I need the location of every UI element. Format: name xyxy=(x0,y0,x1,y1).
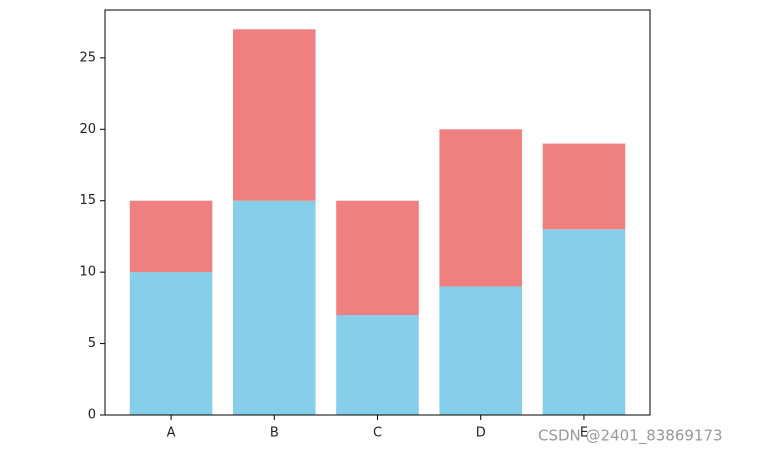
bar-segment xyxy=(232,200,316,415)
bar-segment xyxy=(439,286,523,415)
bar-segment xyxy=(129,200,213,273)
watermark: CSDN @2401_83869173 xyxy=(538,427,723,446)
bar-segment xyxy=(232,29,316,201)
y-tick-label: 5 xyxy=(88,336,96,351)
y-tick-label: 20 xyxy=(79,122,96,137)
bar-segment xyxy=(336,200,419,315)
y-tick-label: 10 xyxy=(79,265,96,280)
x-tick-label: A xyxy=(167,426,176,441)
x-tick-label: D xyxy=(476,426,486,441)
y-tick-label: 15 xyxy=(79,193,96,208)
bar-segment xyxy=(542,229,626,415)
y-tick-label: 0 xyxy=(88,408,96,423)
x-tick-label: B xyxy=(270,426,279,441)
y-tick-label: 25 xyxy=(79,50,96,65)
bar-segment xyxy=(542,143,626,230)
bar-segment xyxy=(336,315,419,415)
x-tick-label: C xyxy=(373,426,382,441)
x-tick-label: E xyxy=(580,426,588,441)
bar-segment xyxy=(439,129,523,287)
plot-frame xyxy=(104,9,651,416)
bar-segment xyxy=(129,272,213,415)
